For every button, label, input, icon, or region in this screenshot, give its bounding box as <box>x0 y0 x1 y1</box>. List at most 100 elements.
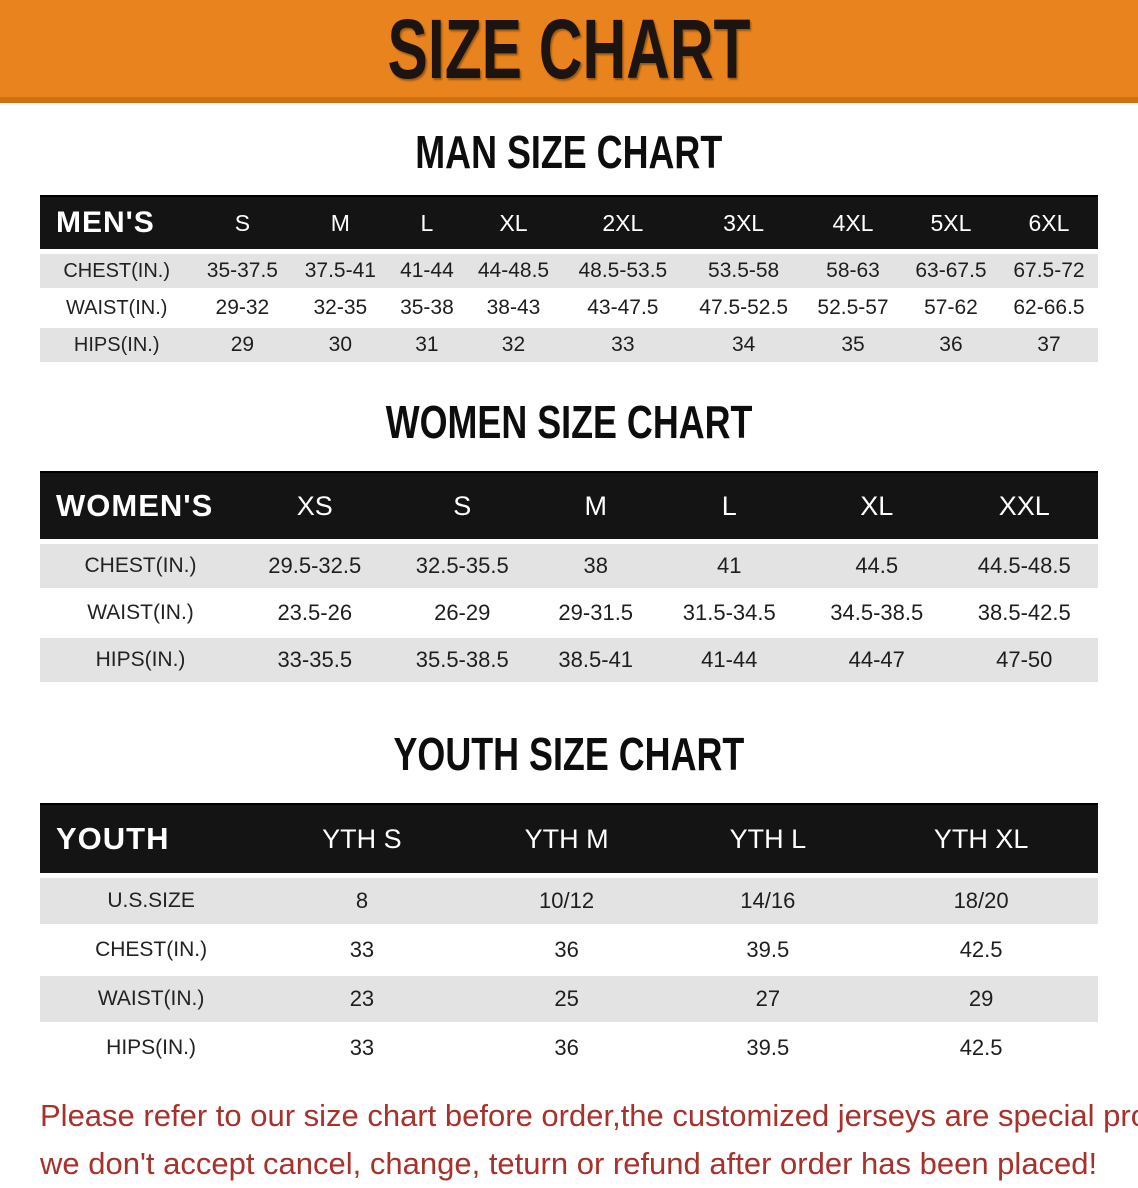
youth-measurement-label: U.S.SIZE <box>40 875 263 927</box>
youth-size-value: 42.5 <box>864 925 1098 976</box>
youth-measurement-label: CHEST(IN.) <box>40 925 263 976</box>
youth-measurement-label: WAIST(IN.) <box>40 974 263 1025</box>
men-size-column-header: L <box>389 195 465 254</box>
men-table-row: CHEST(IN.) 35-37.5 37.5-41 41-44 44-48.5 48.5… <box>40 251 1098 291</box>
disclaimer-note: Please refer to our size chart before or… <box>0 1074 1138 1188</box>
women-size-value: 26-29 <box>388 589 536 638</box>
men-size-value: 35-38 <box>389 289 465 328</box>
men-size-value: 38-43 <box>464 289 563 328</box>
men-size-value: 44-48.5 <box>464 251 563 291</box>
men-size-value: 29 <box>193 326 292 365</box>
men-table-row: WAIST(IN.) 29-32 32-35 35-38 38-43 43-47.5 47.… <box>40 289 1098 328</box>
women-section-heading-text: WOMEN SIZE CHART <box>385 396 753 448</box>
youth-size-column-header: YTH L <box>671 803 865 878</box>
youth-size-column-header: YTH S <box>262 803 462 878</box>
youth-size-table: YOUTH YTH S YTH M YTH L YTH XL U.S.SIZE 8 10/1… <box>40 803 1098 1074</box>
banner-title: SIZE CHART <box>387 1 751 96</box>
youth-table-row: U.S.SIZE 8 10/12 14/16 18/20 <box>40 875 1098 927</box>
men-size-table: MEN'S S M L XL 2XL 3XL 4XL 5XL 6XL CHEST(IN.) 35-3… <box>40 195 1098 365</box>
women-table-row: WAIST(IN.) 23.5-26 26-29 29-31.5 31.5-34.5 34… <box>40 589 1098 638</box>
women-measurement-label: WAIST(IN.) <box>40 589 242 638</box>
men-table-row: HIPS(IN.) 29 30 31 32 33 34 35 36 37 <box>40 326 1098 365</box>
youth-table-row: CHEST(IN.) 33 36 39.5 42.5 <box>40 925 1098 976</box>
men-size-value: 30 <box>291 326 390 365</box>
women-size-value: 32.5-35.5 <box>388 541 536 591</box>
youth-size-value: 36 <box>461 1023 672 1074</box>
men-size-value: 37 <box>999 326 1098 365</box>
youth-table-row: WAIST(IN.) 23 25 27 29 <box>40 974 1098 1025</box>
men-size-value: 47.5-52.5 <box>683 289 805 328</box>
men-size-value: 57-62 <box>902 289 1000 328</box>
men-size-value: 32 <box>464 326 563 365</box>
men-size-value: 67.5-72 <box>999 251 1098 291</box>
women-size-value: 35.5-38.5 <box>388 636 536 685</box>
men-size-column-header: 6XL <box>999 195 1098 254</box>
women-table-header-row: WOMEN'S XS S M L XL XXL <box>40 471 1098 544</box>
men-size-column-header: 2XL <box>562 195 684 254</box>
youth-size-value: 33 <box>262 1023 462 1074</box>
women-size-column-header: XS <box>241 471 389 544</box>
women-size-column-header: S <box>388 471 536 544</box>
men-size-value: 58-63 <box>804 251 902 291</box>
youth-measurement-label: HIPS(IN.) <box>40 1023 263 1074</box>
women-size-value: 41 <box>655 541 803 591</box>
men-size-value: 48.5-53.5 <box>562 251 684 291</box>
men-section-heading-text: MAN SIZE CHART <box>415 126 723 178</box>
women-measurement-label: CHEST(IN.) <box>40 541 242 591</box>
youth-size-value: 14/16 <box>671 875 865 927</box>
men-table-corner-label: MEN'S <box>40 195 194 254</box>
women-size-value: 29-31.5 <box>535 589 656 638</box>
youth-size-value: 18/20 <box>864 875 1098 927</box>
men-table-wrapper: MEN'S S M L XL 2XL 3XL 4XL 5XL 6XL CHEST(IN.) 35-3… <box>0 195 1138 365</box>
men-size-column-header: M <box>291 195 390 254</box>
men-size-column-header: S <box>193 195 292 254</box>
women-table-corner-label: WOMEN'S <box>40 471 242 544</box>
youth-size-value: 25 <box>461 974 672 1025</box>
men-size-value: 31 <box>389 326 465 365</box>
banner: SIZE CHART <box>0 0 1138 103</box>
youth-size-value: 39.5 <box>671 925 865 976</box>
youth-size-value: 23 <box>262 974 462 1025</box>
women-table-row: HIPS(IN.) 33-35.5 35.5-38.5 38.5-41 41-44 44-… <box>40 636 1098 685</box>
youth-size-value: 29 <box>864 974 1098 1025</box>
youth-table-corner-label: YOUTH <box>40 803 263 878</box>
youth-size-column-header: YTH M <box>461 803 672 878</box>
women-table-row: CHEST(IN.) 29.5-32.5 32.5-35.5 38 41 44.5 44.5… <box>40 541 1098 591</box>
youth-size-value: 36 <box>461 925 672 976</box>
women-size-column-header: L <box>655 471 803 544</box>
men-measurement-label: HIPS(IN.) <box>40 326 194 365</box>
women-size-table: WOMEN'S XS S M L XL XXL CHEST(IN.) 29.5-32.5 32.… <box>40 471 1098 685</box>
disclaimer-line-1: Please refer to our size chart before or… <box>40 1098 1138 1133</box>
women-size-value: 44.5 <box>803 541 951 591</box>
women-size-value: 44-47 <box>803 636 951 685</box>
men-size-value: 29-32 <box>193 289 292 328</box>
women-size-value: 29.5-32.5 <box>241 541 389 591</box>
men-size-value: 35 <box>804 326 902 365</box>
men-size-column-header: 4XL <box>804 195 902 254</box>
youth-table-wrapper: YOUTH YTH S YTH M YTH L YTH XL U.S.SIZE 8 10/1… <box>0 803 1138 1074</box>
youth-section-heading: YOUTH SIZE CHART <box>0 685 1138 803</box>
women-measurement-label: HIPS(IN.) <box>40 636 242 685</box>
men-size-column-header: 5XL <box>902 195 1000 254</box>
youth-size-value: 27 <box>671 974 865 1025</box>
men-size-value: 43-47.5 <box>562 289 684 328</box>
women-size-value: 31.5-34.5 <box>655 589 803 638</box>
men-measurement-label: WAIST(IN.) <box>40 289 194 328</box>
youth-size-value: 8 <box>262 875 462 927</box>
women-size-column-header: M <box>535 471 656 544</box>
men-size-value: 33 <box>562 326 684 365</box>
youth-size-column-header: YTH XL <box>864 803 1098 878</box>
women-size-value: 34.5-38.5 <box>803 589 951 638</box>
women-size-column-header: XXL <box>950 471 1098 544</box>
men-size-value: 32-35 <box>291 289 390 328</box>
women-table-wrapper: WOMEN'S XS S M L XL XXL CHEST(IN.) 29.5-32.5 32.… <box>0 471 1138 685</box>
youth-size-value: 39.5 <box>671 1023 865 1074</box>
men-size-value: 35-37.5 <box>193 251 292 291</box>
men-size-value: 36 <box>902 326 1000 365</box>
women-size-value: 44.5-48.5 <box>950 541 1098 591</box>
men-size-value: 34 <box>683 326 805 365</box>
youth-size-value: 33 <box>262 925 462 976</box>
women-size-value: 38 <box>535 541 656 591</box>
men-size-value: 37.5-41 <box>291 251 390 291</box>
